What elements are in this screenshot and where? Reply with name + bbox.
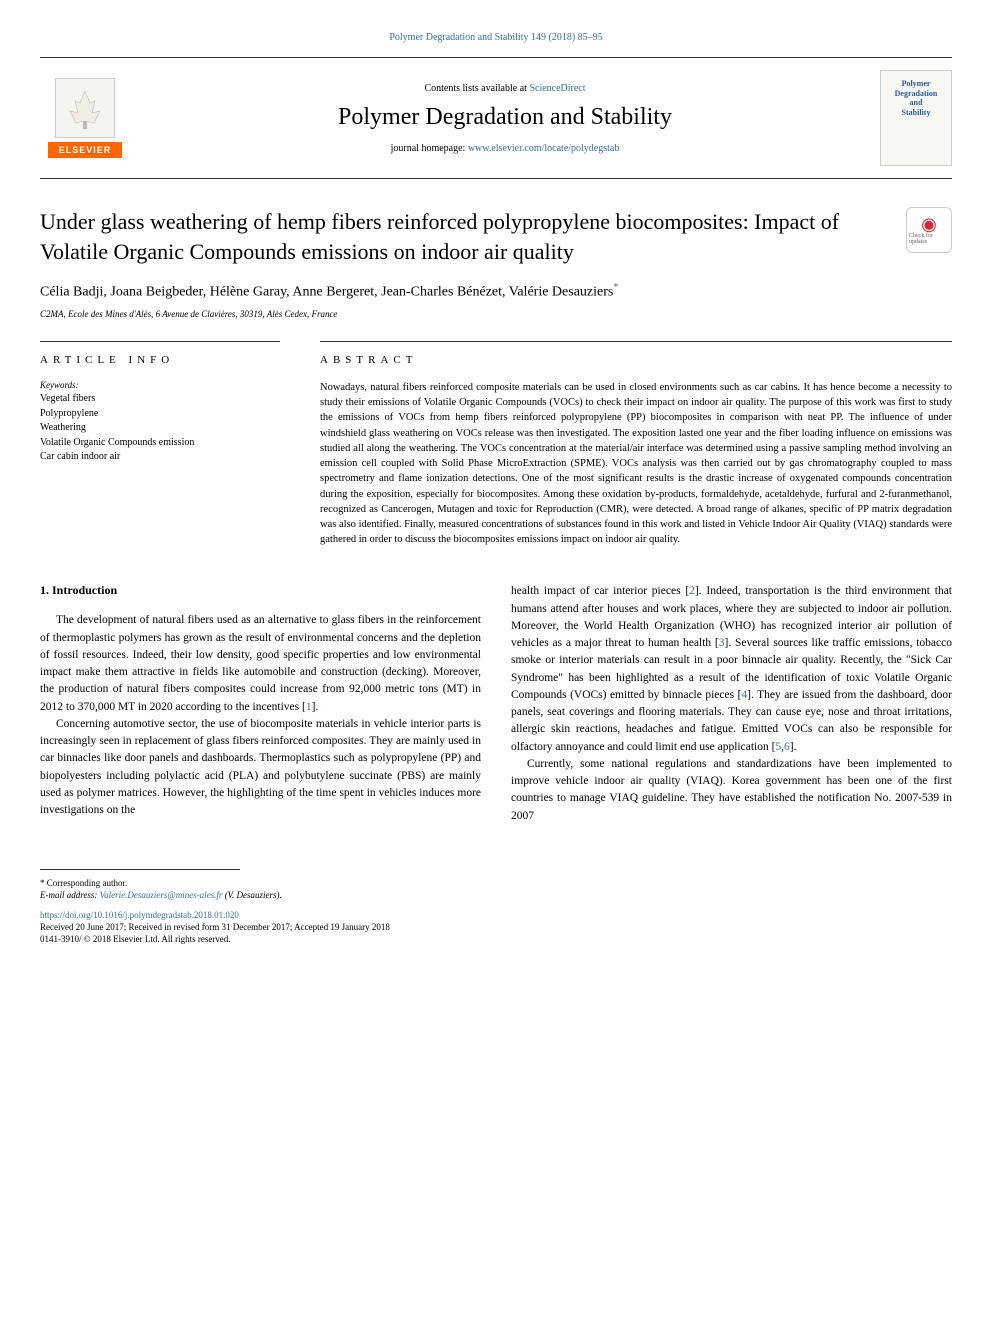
homepage-link[interactable]: www.elsevier.com/locate/polydegstab	[468, 143, 620, 154]
elsevier-logo: ELSEVIER	[40, 70, 130, 166]
keywords-label: Keywords:	[40, 380, 280, 390]
cover-line-2: Degradation	[895, 89, 938, 99]
journal-name: Polymer Degradation and Stability	[130, 104, 880, 131]
keyword-item: Volatile Organic Compounds emission	[40, 436, 280, 451]
elsevier-wordmark: ELSEVIER	[48, 142, 122, 158]
corresponding-author-note: * Corresponding author.	[40, 878, 952, 888]
homepage-line: journal homepage: www.elsevier.com/locat…	[130, 143, 880, 154]
section-title: Introduction	[52, 583, 117, 597]
article-title: Under glass weathering of hemp fibers re…	[40, 207, 888, 266]
ref-link-3[interactable]: 3	[719, 637, 725, 649]
info-abstract-row: ARTICLE INFO Keywords: Vegetal fibers Po…	[40, 341, 952, 547]
ref-link-6[interactable]: 6	[784, 741, 790, 753]
article-info-column: ARTICLE INFO Keywords: Vegetal fibers Po…	[40, 341, 280, 547]
body-text-columns: 1. Introduction The development of natur…	[40, 583, 952, 825]
abstract-column: ABSTRACT Nowadays, natural fibers reinfo…	[320, 341, 952, 547]
abstract-text: Nowadays, natural fibers reinforced comp…	[320, 380, 952, 547]
email-link[interactable]: Valerie.Desauziers@mines-ales.fr	[100, 890, 223, 900]
keyword-item: Car cabin indoor air	[40, 450, 280, 465]
bookmark-icon: ◉	[921, 215, 937, 233]
keyword-item: Vegetal fibers	[40, 392, 280, 407]
elsevier-tree-icon	[55, 78, 115, 138]
received-line: Received 20 June 2017; Received in revis…	[40, 922, 952, 932]
title-row: Under glass weathering of hemp fibers re…	[40, 207, 952, 266]
section-1-heading: 1. Introduction	[40, 583, 481, 598]
header-citation: Polymer Degradation and Stability 149 (2…	[40, 32, 952, 43]
abstract-heading: ABSTRACT	[320, 354, 952, 366]
footer-divider	[40, 869, 240, 870]
ref-link-1[interactable]: 1	[306, 701, 312, 713]
article-info-heading: ARTICLE INFO	[40, 354, 280, 366]
authors-text: Célia Badji, Joana Beigbeder, Hélène Gar…	[40, 285, 613, 300]
doi-link[interactable]: https://doi.org/10.1016/j.polymdegradsta…	[40, 910, 952, 920]
keyword-item: Polypropylene	[40, 407, 280, 422]
sciencedirect-link[interactable]: ScienceDirect	[529, 83, 585, 94]
journal-cover-thumbnail: Polymer Degradation and Stability	[880, 70, 952, 166]
check-updates-badge[interactable]: ◉ Check for updates	[906, 207, 952, 253]
contents-prefix: Contents lists available at	[424, 83, 529, 94]
cover-line-1: Polymer	[902, 79, 931, 89]
homepage-prefix: journal homepage:	[391, 143, 468, 154]
email-label: E-mail address:	[40, 890, 100, 900]
cover-line-4: Stability	[902, 108, 931, 118]
ref-link-5[interactable]: 5	[775, 741, 781, 753]
corresponding-mark: *	[613, 282, 618, 293]
authors-list: Célia Badji, Joana Beigbeder, Hélène Gar…	[40, 282, 952, 301]
copyright-line: 0141-3910/ © 2018 Elsevier Ltd. All righ…	[40, 934, 952, 944]
affiliation: C2MA, Ecole des Mines d'Alès, 6 Avenue d…	[40, 309, 952, 319]
ref-link-4[interactable]: 4	[741, 689, 747, 701]
email-line: E-mail address: Valerie.Desauziers@mines…	[40, 890, 952, 900]
contents-list-line: Contents lists available at ScienceDirec…	[130, 83, 880, 94]
body-paragraph: Currently, some national regulations and…	[511, 756, 952, 825]
keyword-item: Weathering	[40, 421, 280, 436]
body-paragraph: Concerning automotive sector, the use of…	[40, 716, 481, 820]
body-left-column: 1. Introduction The development of natur…	[40, 583, 481, 825]
body-paragraph: health impact of car interior pieces [2]…	[511, 583, 952, 756]
ref-link-2[interactable]: 2	[689, 585, 695, 597]
cover-line-3: and	[910, 98, 923, 108]
body-paragraph: The development of natural fibers used a…	[40, 612, 481, 716]
section-number: 1.	[40, 583, 49, 597]
body-right-column: health impact of car interior pieces [2]…	[511, 583, 952, 825]
email-name: (V. Desauziers).	[222, 890, 281, 900]
check-updates-label: Check for updates	[909, 233, 949, 245]
masthead-center: Contents lists available at ScienceDirec…	[130, 70, 880, 166]
masthead: ELSEVIER Contents lists available at Sci…	[40, 57, 952, 179]
